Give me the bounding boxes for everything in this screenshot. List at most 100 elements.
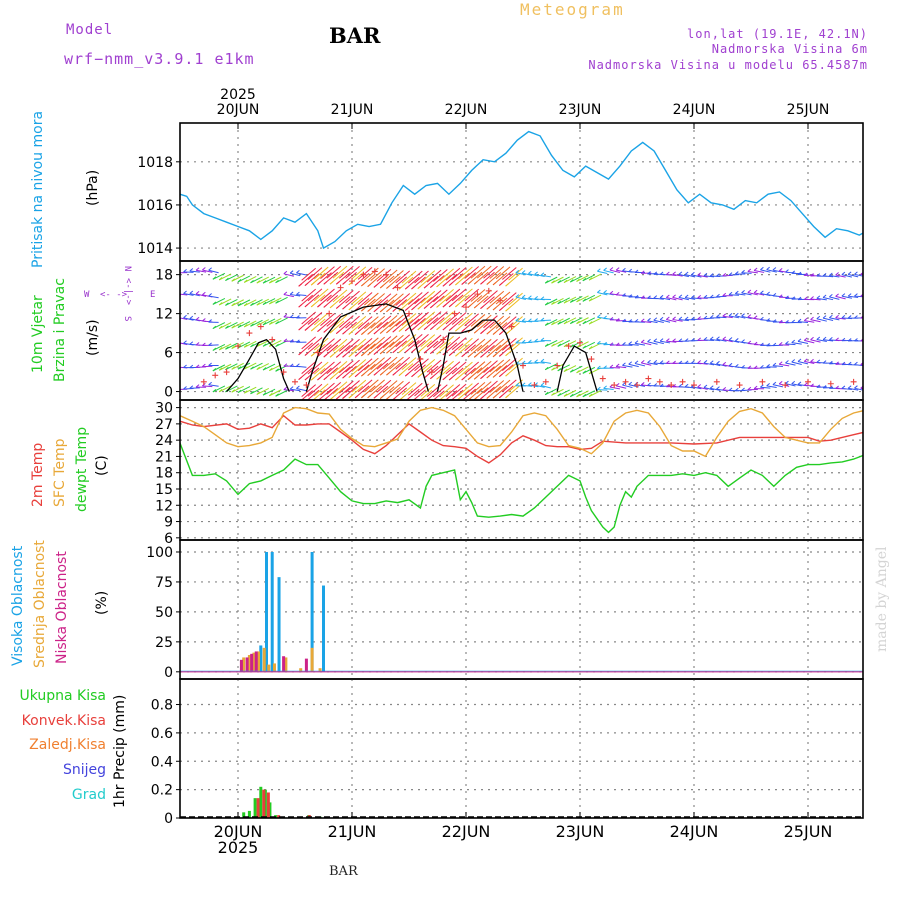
wind-arrow-head bbox=[691, 337, 695, 342]
wind-arrow bbox=[250, 299, 263, 307]
wind-arrow-head bbox=[461, 328, 466, 333]
bottom-date-axis: 20JUN 21JUN 22JUN 23JUN 24JUN 25JUN bbox=[214, 822, 833, 841]
wind-arrow-head bbox=[329, 305, 334, 309]
wind-arrow bbox=[822, 297, 834, 301]
wind-arrow bbox=[540, 361, 552, 364]
wind-arrow-head bbox=[218, 325, 223, 329]
wind-streak bbox=[338, 360, 354, 374]
wind-arrow-head bbox=[498, 373, 503, 378]
wind-arrow bbox=[544, 318, 558, 326]
wind-arrow bbox=[810, 339, 821, 343]
wind-arrow bbox=[804, 320, 815, 323]
wind-arrow-head bbox=[640, 339, 645, 343]
wind-arrow-head bbox=[647, 295, 651, 299]
wind-arrow-head bbox=[603, 365, 607, 369]
wind-arrow-head bbox=[628, 341, 633, 345]
wind-arrow bbox=[722, 315, 733, 319]
wind-axis-titles: 10m Vjetar Brzina i Pravac (m/s) W E N S… bbox=[30, 266, 155, 382]
wind-arrow-head bbox=[534, 295, 538, 300]
wind-arrow-head bbox=[659, 294, 664, 299]
wind-streak bbox=[483, 290, 498, 303]
wind-arrow-head bbox=[640, 270, 645, 274]
wind-arrow-head bbox=[189, 385, 194, 389]
wind-arrow bbox=[772, 365, 783, 367]
wind-streak bbox=[420, 290, 436, 304]
wind-arrow-head bbox=[528, 295, 532, 299]
top-day-label: 23JUN bbox=[559, 102, 602, 118]
gust-marker bbox=[782, 382, 789, 389]
wind-arrow-head bbox=[785, 295, 789, 299]
wind-speed-line bbox=[556, 345, 598, 392]
wind-arrow bbox=[892, 367, 900, 368]
wind-streak bbox=[445, 384, 461, 397]
wind-arrow-head bbox=[250, 343, 254, 348]
wind-arrow-head bbox=[289, 339, 294, 343]
wind-arrow-head bbox=[275, 279, 279, 284]
wind-arrow-head bbox=[492, 307, 497, 311]
wind-streak bbox=[313, 288, 329, 302]
wind-arrow-head bbox=[697, 384, 702, 388]
wind-arrow-head bbox=[778, 342, 783, 346]
wind-streak bbox=[395, 270, 411, 284]
wind-arrow-head bbox=[498, 331, 503, 335]
wind-arrow-head bbox=[867, 362, 870, 365]
wind-arrow-head bbox=[791, 380, 796, 385]
wind-arrow-head bbox=[335, 396, 340, 400]
wind-arrow bbox=[563, 317, 577, 325]
wind-streak bbox=[351, 379, 367, 393]
gust-marker bbox=[200, 378, 207, 385]
wind-arrow bbox=[522, 272, 533, 276]
wind-arrow-head bbox=[766, 318, 770, 322]
wind-arrow-head bbox=[268, 367, 273, 372]
wind-arrow-head bbox=[722, 313, 727, 317]
wind-arrow bbox=[515, 272, 526, 276]
wind-arrow-head bbox=[256, 322, 261, 326]
wind-arrow bbox=[419, 389, 433, 400]
wind-arrow-head bbox=[760, 384, 764, 388]
wind-arrow-head bbox=[703, 360, 708, 364]
wind-arrow bbox=[791, 361, 802, 365]
wind-arrow bbox=[439, 390, 451, 400]
wind-streak bbox=[345, 266, 360, 279]
wind-arrow-head bbox=[582, 298, 587, 302]
wind-streak bbox=[508, 267, 523, 281]
wind-streak bbox=[401, 357, 417, 371]
wind-arrow-head bbox=[563, 343, 568, 348]
wind-arrow-head bbox=[480, 375, 484, 380]
wind-arrow-head bbox=[609, 342, 614, 346]
elevation-text: Nadmorska Visina 6m bbox=[712, 42, 868, 56]
wind-arrow-head bbox=[208, 381, 212, 386]
wind-arrow-head bbox=[609, 316, 614, 321]
wind-arrow bbox=[225, 274, 238, 282]
wind-arrow-head bbox=[684, 294, 689, 298]
wind-arrow-head bbox=[335, 375, 340, 380]
wind-arrow-head bbox=[268, 280, 273, 284]
wind-arrow-head bbox=[847, 271, 852, 275]
wind-arrow-head bbox=[569, 299, 574, 303]
wind-arrow-head bbox=[803, 382, 808, 386]
cloud-axis-titles: Visoka Oblacnost Srednja Oblacnost Niska… bbox=[10, 540, 110, 668]
wind-arrow-head bbox=[569, 369, 574, 373]
sfc_temp-line bbox=[180, 406, 863, 458]
temp-axis-titles: 2m Temp SFC Temp dewpt Temp (C) bbox=[30, 427, 110, 512]
wind-arrow-head bbox=[283, 386, 288, 391]
wind-arrow-head bbox=[398, 372, 403, 377]
wind-arrow-head bbox=[722, 292, 727, 297]
wind-arrow bbox=[189, 270, 200, 273]
precip-grad-label: Grad bbox=[72, 787, 106, 803]
wind-arrow bbox=[262, 388, 276, 396]
wind-arrow-head bbox=[544, 343, 549, 347]
wind-arrow bbox=[540, 385, 552, 389]
wind-arrow bbox=[609, 386, 620, 390]
wind-arrow-head bbox=[603, 267, 607, 271]
wind-arrow-head bbox=[760, 266, 764, 271]
wind-arrow-head bbox=[467, 376, 472, 381]
gust-marker bbox=[497, 297, 504, 304]
wind-arrow bbox=[785, 362, 796, 366]
wind-arrow-head bbox=[361, 394, 365, 399]
wind-streak bbox=[470, 381, 486, 395]
wind-arrow bbox=[528, 297, 539, 301]
wind-arrow-head bbox=[373, 351, 378, 355]
wind-arrow-head bbox=[183, 364, 187, 368]
wind-arrow bbox=[582, 294, 596, 302]
